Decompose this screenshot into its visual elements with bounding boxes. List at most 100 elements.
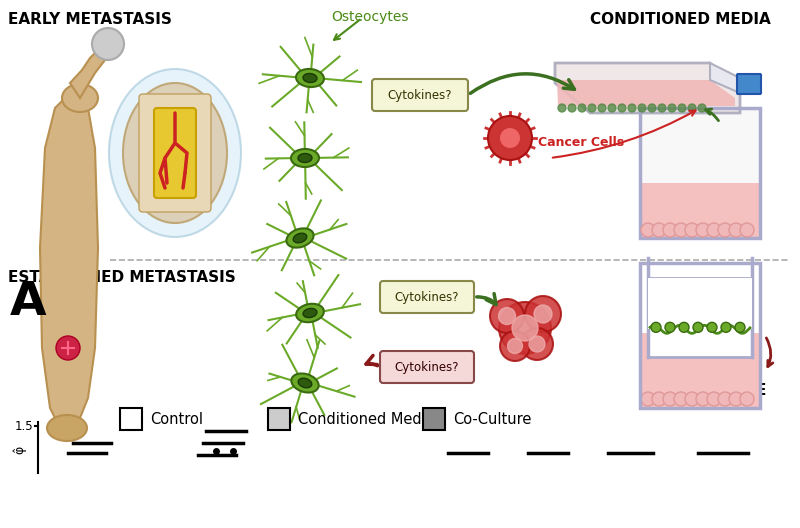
Circle shape <box>685 223 699 237</box>
Circle shape <box>499 302 551 354</box>
Circle shape <box>500 128 520 148</box>
Text: ESTABLISHED METASTASIS: ESTABLISHED METASTASIS <box>8 270 236 285</box>
Polygon shape <box>40 98 98 428</box>
Text: Cytokines?: Cytokines? <box>394 290 459 304</box>
Circle shape <box>735 322 745 332</box>
Circle shape <box>498 307 515 325</box>
FancyBboxPatch shape <box>380 281 474 313</box>
Circle shape <box>618 104 626 112</box>
Circle shape <box>685 392 699 406</box>
Circle shape <box>641 392 655 406</box>
Circle shape <box>598 104 606 112</box>
Circle shape <box>628 104 636 112</box>
Ellipse shape <box>298 378 312 388</box>
Circle shape <box>665 322 675 332</box>
Circle shape <box>729 223 743 237</box>
Text: Cytokines?: Cytokines? <box>394 361 459 373</box>
Circle shape <box>678 104 686 112</box>
Circle shape <box>641 223 655 237</box>
Circle shape <box>718 223 732 237</box>
FancyBboxPatch shape <box>139 94 211 212</box>
Ellipse shape <box>294 233 306 243</box>
Text: A: A <box>10 280 46 325</box>
FancyBboxPatch shape <box>640 183 760 238</box>
Circle shape <box>638 104 646 112</box>
Circle shape <box>663 392 677 406</box>
Circle shape <box>698 104 706 112</box>
Circle shape <box>490 299 524 333</box>
Circle shape <box>707 392 721 406</box>
FancyBboxPatch shape <box>737 74 761 94</box>
Ellipse shape <box>123 83 227 223</box>
Circle shape <box>696 392 710 406</box>
FancyBboxPatch shape <box>154 108 196 198</box>
Circle shape <box>663 223 677 237</box>
Circle shape <box>558 104 566 112</box>
Circle shape <box>652 223 666 237</box>
Circle shape <box>718 392 732 406</box>
Circle shape <box>658 104 666 112</box>
FancyBboxPatch shape <box>423 408 445 430</box>
Ellipse shape <box>303 308 317 318</box>
Text: CO-CULTURE: CO-CULTURE <box>660 383 766 398</box>
Text: Cancer Cells: Cancer Cells <box>538 137 624 149</box>
Text: CONDITIONED MEDIA: CONDITIONED MEDIA <box>590 12 770 27</box>
Polygon shape <box>557 80 735 106</box>
Circle shape <box>674 223 688 237</box>
Circle shape <box>679 322 689 332</box>
Circle shape <box>707 223 721 237</box>
Circle shape <box>740 223 754 237</box>
Text: Conditioned Media: Conditioned Media <box>298 411 434 427</box>
Ellipse shape <box>291 149 319 167</box>
FancyBboxPatch shape <box>640 108 760 183</box>
Circle shape <box>529 336 545 352</box>
FancyBboxPatch shape <box>268 408 290 430</box>
FancyBboxPatch shape <box>380 351 474 383</box>
Circle shape <box>525 296 561 332</box>
Text: Control: Control <box>150 411 203 427</box>
Circle shape <box>693 322 703 332</box>
Circle shape <box>651 322 661 332</box>
Ellipse shape <box>296 304 324 322</box>
Circle shape <box>507 338 522 354</box>
Ellipse shape <box>47 415 87 441</box>
Ellipse shape <box>298 154 312 163</box>
Circle shape <box>668 104 676 112</box>
Circle shape <box>707 322 717 332</box>
Circle shape <box>56 336 80 360</box>
Text: Osteocytes: Osteocytes <box>331 10 409 24</box>
FancyBboxPatch shape <box>372 79 468 111</box>
Circle shape <box>500 331 530 361</box>
Ellipse shape <box>62 84 98 112</box>
Polygon shape <box>70 48 110 98</box>
Circle shape <box>696 223 710 237</box>
Circle shape <box>721 322 731 332</box>
Circle shape <box>578 104 586 112</box>
Circle shape <box>92 28 124 60</box>
FancyBboxPatch shape <box>648 278 752 329</box>
Circle shape <box>648 104 656 112</box>
Circle shape <box>740 392 754 406</box>
Circle shape <box>608 104 616 112</box>
Ellipse shape <box>296 69 324 87</box>
Polygon shape <box>555 63 740 113</box>
Circle shape <box>588 104 596 112</box>
Text: EARLY METASTASIS: EARLY METASTASIS <box>8 12 172 27</box>
Circle shape <box>512 315 538 341</box>
Circle shape <box>674 392 688 406</box>
Circle shape <box>729 392 743 406</box>
Circle shape <box>568 104 576 112</box>
Ellipse shape <box>303 73 317 82</box>
Text: 1.5: 1.5 <box>14 420 33 432</box>
Circle shape <box>488 116 532 160</box>
Text: φ̂: φ̂ <box>14 446 26 454</box>
Text: Cytokines?: Cytokines? <box>388 89 452 101</box>
Ellipse shape <box>109 69 241 237</box>
Polygon shape <box>710 63 750 93</box>
Circle shape <box>534 305 552 323</box>
Ellipse shape <box>291 373 318 392</box>
FancyBboxPatch shape <box>648 278 752 357</box>
FancyBboxPatch shape <box>640 333 760 408</box>
Circle shape <box>688 104 696 112</box>
Circle shape <box>521 328 553 360</box>
